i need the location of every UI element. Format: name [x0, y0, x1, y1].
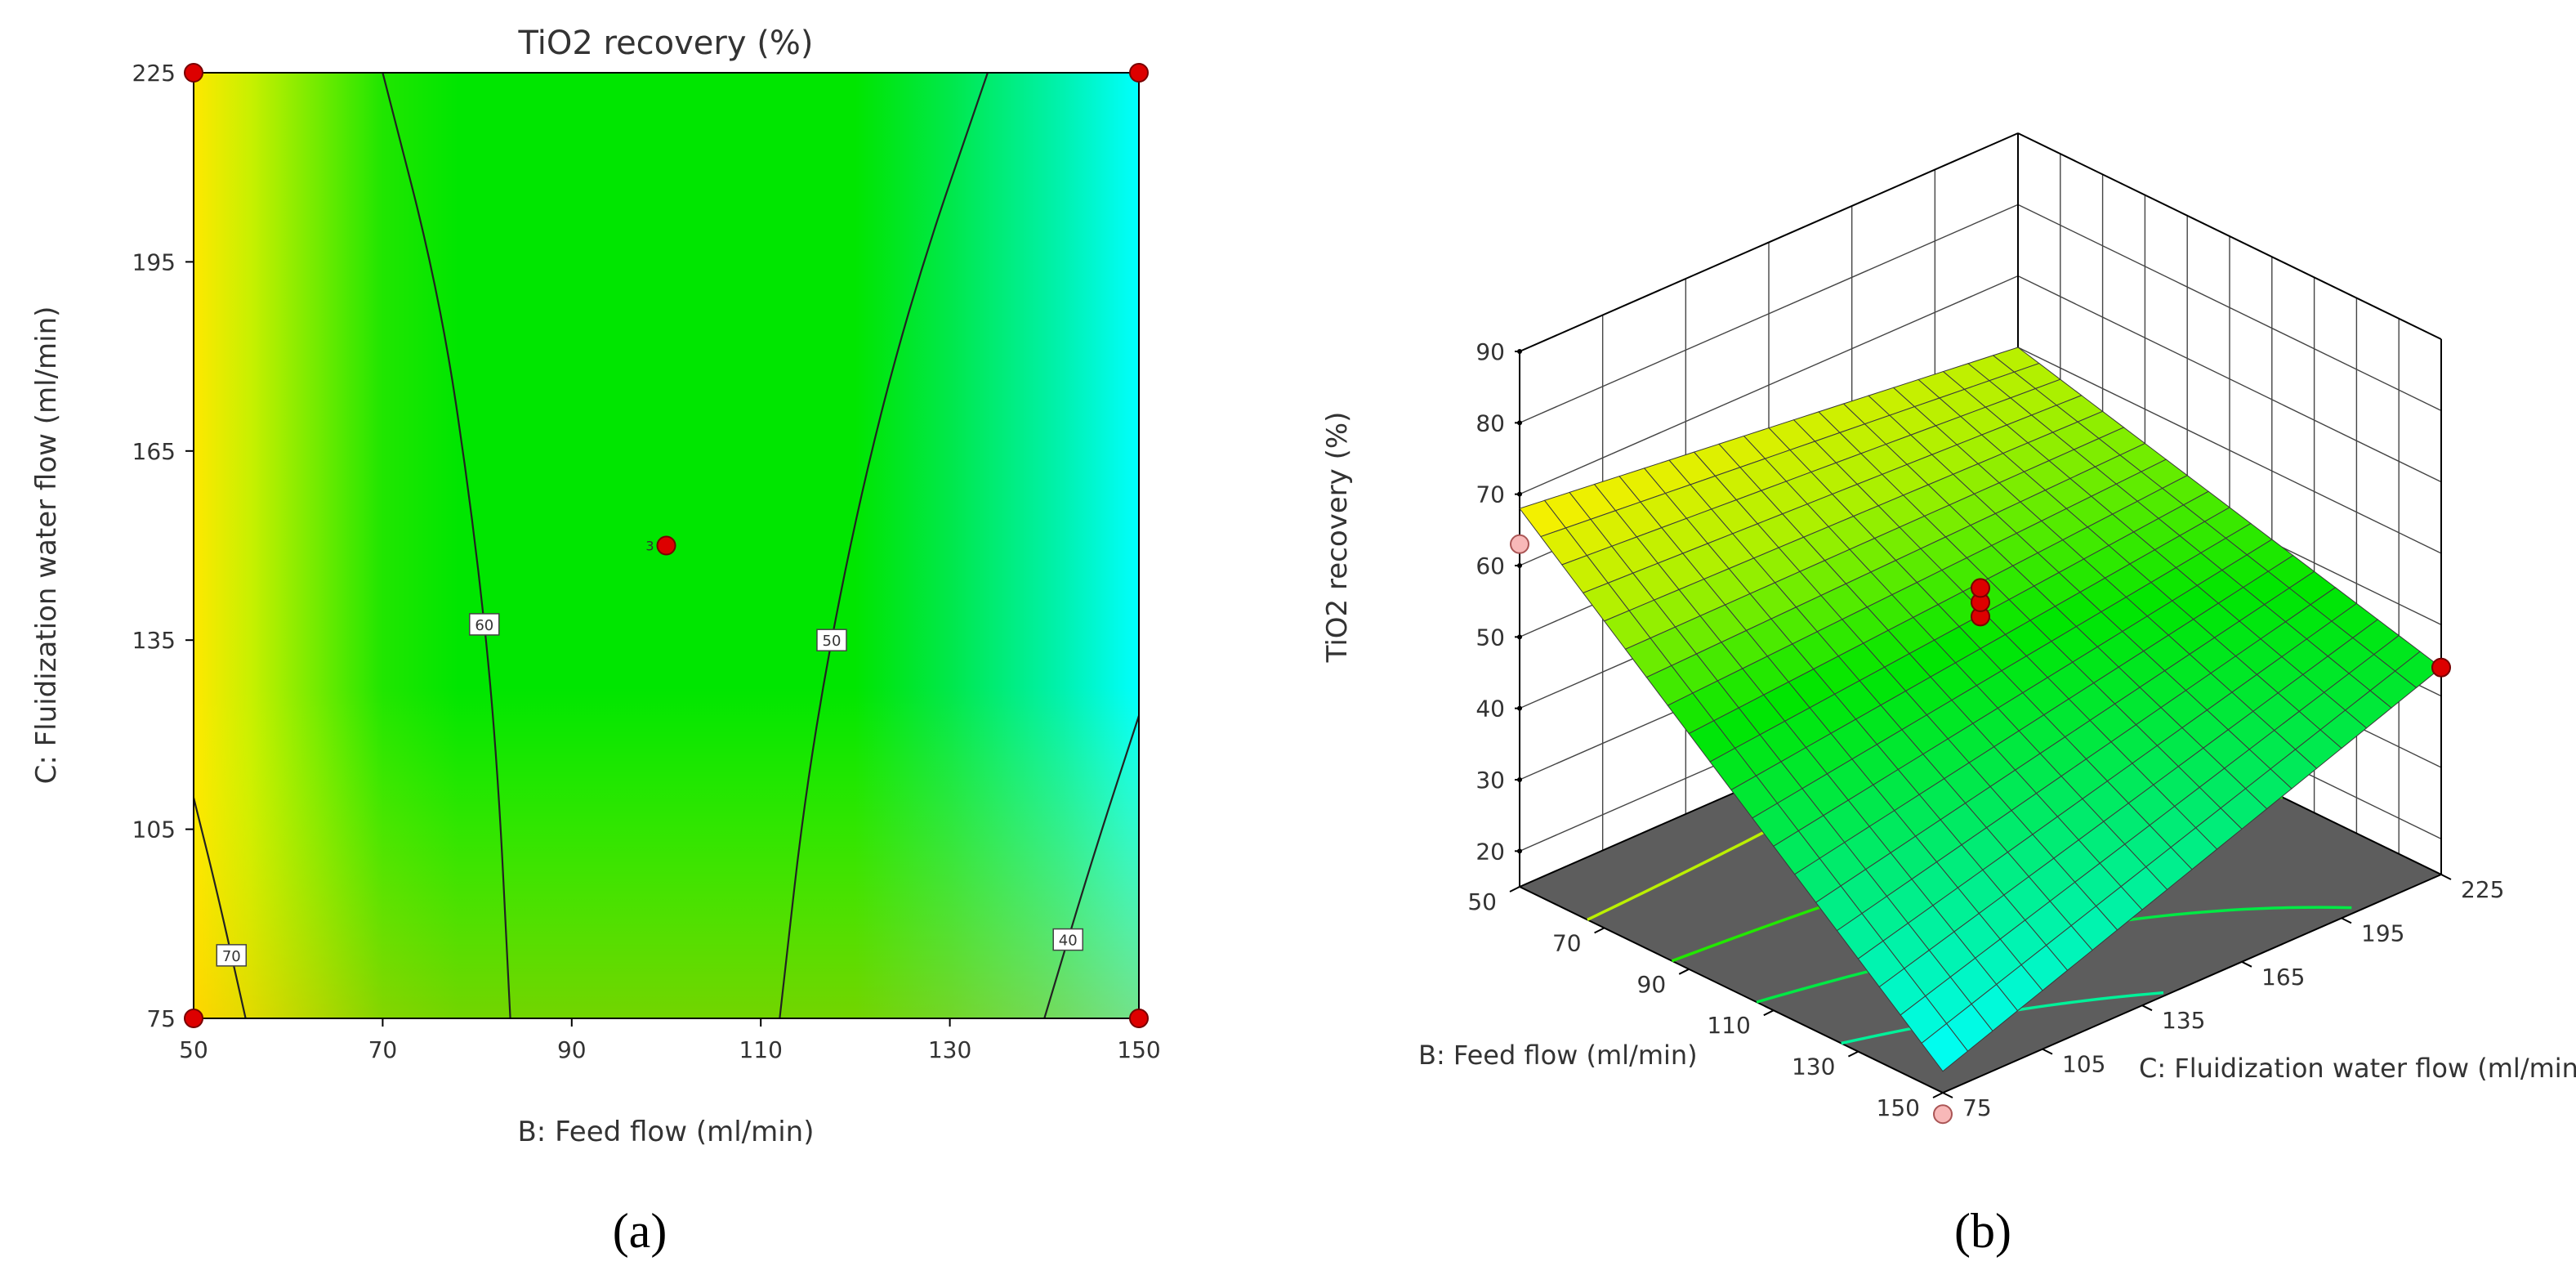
design-point-label: 3	[645, 539, 654, 554]
z-tick-label: 90	[1476, 338, 1505, 365]
y-tick-label: 135	[2162, 1007, 2205, 1034]
y-tick-label: 165	[132, 438, 176, 465]
x-axis-label: B: Feed flow (ml/min)	[1418, 1040, 1698, 1071]
y-tick-label: 105	[132, 816, 176, 843]
z-tick-dot	[1517, 634, 1522, 640]
y-tick-label: 75	[1962, 1094, 1992, 1121]
y-axis-ticks: 75 105 135 165 195 225	[132, 60, 194, 1032]
y-tick-label: 75	[146, 1005, 176, 1032]
design-points	[1510, 534, 2451, 1125]
z-tick-dot	[1517, 705, 1522, 711]
z-tick-dot	[1517, 848, 1522, 854]
z-tick-dot	[1517, 491, 1522, 497]
contour-label-box	[1052, 928, 1083, 951]
y-axis-label: C: Fluidization water flow (ml/min)	[30, 306, 63, 785]
design-points: 3	[184, 63, 1149, 1028]
contour-plot: TiO2 recovery (%) 70 60 50 40 50 70 90 110 130 1…	[30, 25, 1161, 1258]
design-point	[656, 535, 676, 556]
z-tick-label: 20	[1476, 838, 1505, 865]
x-tick-label: 50	[1467, 888, 1497, 915]
x-tick-label: 150	[1117, 1036, 1160, 1063]
contour-lines	[194, 73, 1139, 1018]
contour-line	[1043, 715, 1139, 1018]
z-tick-label: 30	[1476, 767, 1505, 794]
y-tick-mark	[2141, 1004, 2153, 1012]
y-tick-label: 225	[132, 60, 176, 87]
z-tick-label: 60	[1476, 552, 1505, 579]
z-tick-label: 80	[1476, 409, 1505, 436]
x-tick-label: 50	[179, 1036, 208, 1063]
z-tick-label: 50	[1476, 624, 1505, 651]
box-edge	[1519, 132, 2019, 352]
y-tick-mark	[2042, 1048, 2053, 1055]
y-tick-mark	[2341, 917, 2352, 924]
x-tick-label: 70	[1552, 929, 1582, 956]
y-tick-label: 165	[2261, 964, 2305, 991]
x-tick-label: 150	[1877, 1094, 1920, 1121]
z-tick-dot	[1517, 563, 1522, 568]
z-tick-dot	[1517, 777, 1522, 782]
x-tick-label: 110	[1707, 1012, 1750, 1039]
x-tick-label: 90	[1637, 971, 1667, 998]
contour-label: 50	[823, 633, 842, 650]
x-tick-label: 90	[557, 1036, 587, 1063]
design-point	[184, 1009, 203, 1028]
z-tick-label: 70	[1476, 481, 1505, 508]
contour-line	[382, 73, 511, 1018]
plot-frame	[193, 72, 1140, 1019]
design-point	[1129, 63, 1149, 83]
y-tick-mark	[2440, 874, 2452, 880]
z-tick-label: 40	[1476, 696, 1505, 722]
x-axis-label: B: Feed flow (ml/min)	[517, 1116, 814, 1148]
y-axis-label: C: Fluidization water flow (ml/min)	[2139, 1053, 2576, 1084]
z-axis-label: TiO2 recovery (%)	[1321, 412, 1354, 664]
y-tick-label: 105	[2062, 1051, 2105, 1078]
x-tick-label: 70	[368, 1036, 398, 1063]
design-point	[184, 63, 203, 83]
x-tick-mark	[1932, 1092, 1944, 1098]
x-tick-mark	[1509, 886, 1520, 892]
design-point	[1510, 534, 1529, 554]
x-tick-label: 130	[928, 1036, 971, 1063]
y-tick-label: 195	[2361, 919, 2404, 946]
design-point	[2431, 657, 2451, 678]
x-tick-mark	[1678, 968, 1690, 975]
surface-cell	[1921, 1022, 1969, 1072]
z-tick-dot	[1517, 349, 1522, 354]
response-surface	[1519, 347, 2442, 1072]
x-tick-mark	[1594, 927, 1605, 934]
design-point	[1971, 578, 1990, 598]
box-edge	[2017, 132, 2442, 340]
design-point	[1129, 1009, 1149, 1028]
y-tick-mark	[1942, 1092, 1953, 1098]
x-tick-mark	[1763, 1009, 1775, 1017]
contour-labels: 70 60 50 40	[216, 613, 1083, 967]
x-tick-label: 110	[739, 1036, 782, 1063]
contour-label-box	[216, 944, 248, 967]
contour-line	[779, 73, 989, 1018]
x-axis-ticks: 50 70 90 110 130 150	[179, 1018, 1161, 1063]
contour-label-box	[469, 613, 500, 636]
design-point	[1933, 1104, 1953, 1125]
contour-label: 60	[475, 617, 493, 634]
panel-label-a: (a)	[613, 1204, 667, 1258]
y-tick-mark	[2241, 960, 2252, 968]
contour-label: 40	[1059, 933, 1078, 950]
z-tick-dot	[1517, 420, 1522, 426]
contour-label-box	[816, 629, 847, 651]
panel-label-b: (b)	[1954, 1204, 2011, 1258]
axis-ticks: 20 30 40 50 60 70 80 90 50 70 90 110 130 150 75 105 135 1…	[1467, 338, 2504, 1121]
y-tick-label: 195	[132, 248, 176, 275]
y-tick-label: 225	[2461, 876, 2504, 903]
y-tick-label: 135	[132, 627, 176, 654]
x-tick-label: 130	[1792, 1054, 1835, 1080]
x-tick-mark	[1847, 1050, 1859, 1058]
contour-label: 70	[222, 948, 241, 965]
surface-plot: 20 30 40 50 60 70 80 90 50 70 90 110 130 150 75 105 135 1…	[1321, 132, 2576, 1258]
chart-title: TiO2 recovery (%)	[518, 25, 814, 62]
contour-line	[194, 797, 247, 1018]
